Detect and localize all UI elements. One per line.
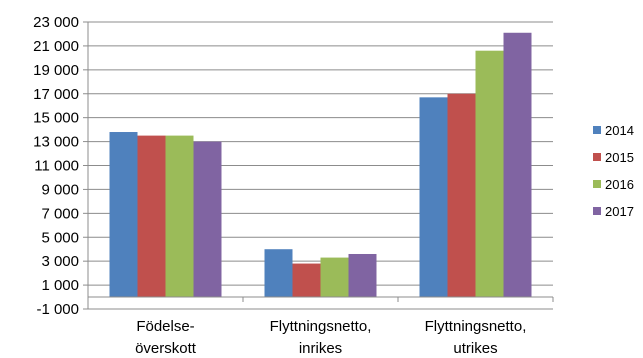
y-tick-label: 11 000 [34,158,79,175]
bar-2017-cat-0 [193,141,222,298]
y-tick-label: 13 000 [33,134,79,151]
y-axis-tick-labels: -1 000 1 000 3 000 5 000 7 000 9 000 11 000 13 … [33,14,79,318]
legend-swatch-2016 [593,180,601,188]
x-axis-category-labels: Födelse-överskott Flyttningsnetto, inrikes… [135,318,526,357]
bar-2014-cat-0 [109,132,138,298]
legend-label-2014: 2014 [605,123,634,138]
y-tick-label: 3 000 [41,253,79,270]
bar-2017-cat-1 [348,253,377,298]
legend-swatch-2014 [593,126,601,134]
bar-2015-cat-1 [292,263,321,298]
bar-2014-cat-2 [419,97,448,298]
y-tick-label: -1 000 [36,301,79,318]
legend-label-2017: 2017 [605,204,634,219]
bar-2016-cat-0 [165,135,194,298]
y-tick-label: 15 000 [33,110,79,127]
legend-swatch-2015 [593,153,601,161]
bar-2016-cat-2 [475,50,504,298]
x-category-label: Flyttningsnetto, [270,318,372,335]
y-tick-label: 19 000 [33,62,79,79]
y-tick-label: 1 000 [41,277,79,294]
x-category-label: inrikes [299,340,342,357]
bars [109,32,532,298]
bar-2017-cat-2 [503,32,532,298]
axes [87,22,554,309]
x-category-label: Födelse- [136,318,194,335]
y-tick-label: 21 000 [33,38,79,55]
legend-swatch-2017 [593,207,601,215]
x-category-label: Flyttningsnetto, [425,318,527,335]
x-category-label: utrikes [453,340,497,357]
legend-label-2015: 2015 [605,150,634,165]
y-tick-label: 17 000 [33,86,79,103]
x-category-label: överskott [135,340,197,357]
legend-label-2016: 2016 [605,177,634,192]
bar-2015-cat-2 [447,93,476,298]
y-tick-label: 5 000 [41,229,79,246]
legend: 2014 2015 2016 2017 [593,123,634,219]
y-tick-label: 9 000 [41,181,79,198]
y-tick-label: 7 000 [41,205,79,222]
bar-2015-cat-0 [137,135,166,298]
y-tick-label: 23 000 [33,14,79,31]
bar-2016-cat-1 [320,257,349,298]
bar-2014-cat-1 [264,249,293,298]
